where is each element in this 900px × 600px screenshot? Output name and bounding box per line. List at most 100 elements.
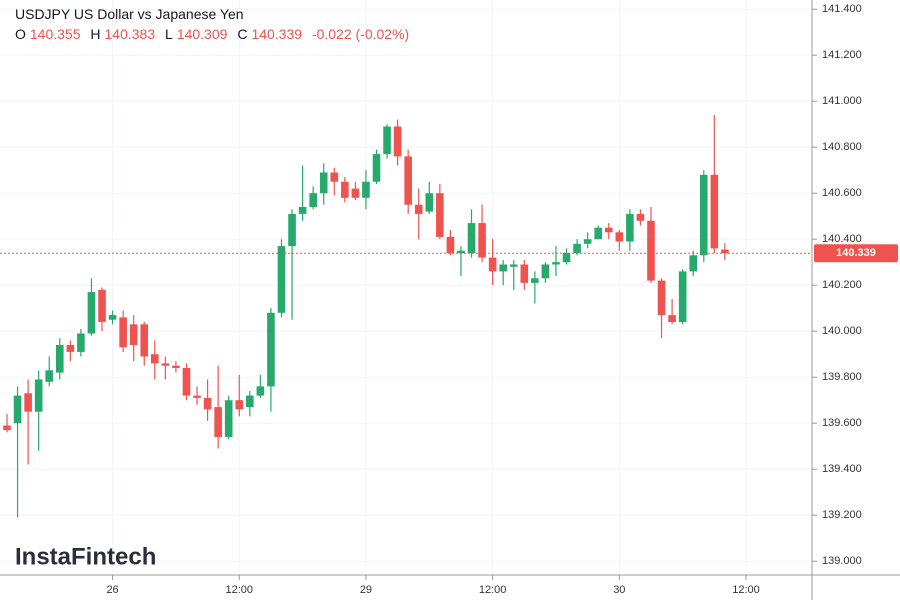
candle-body	[98, 289, 106, 322]
ohlc-value: 140.339	[251, 26, 303, 42]
candle-body	[393, 126, 402, 157]
candle-body	[499, 264, 507, 272]
candle-body	[77, 333, 85, 352]
candle-body	[583, 239, 592, 244]
y-tick-label: 141.000	[822, 95, 862, 107]
candle-body	[172, 365, 180, 368]
candle-body	[615, 232, 624, 242]
candle-body	[24, 393, 32, 412]
candle-body	[161, 363, 170, 366]
ohlc-row: O 140.355 H 140.383 L 140.309 C 140.339 -0.0…	[15, 24, 415, 44]
candle-body	[604, 227, 613, 233]
candle-body	[668, 315, 676, 322]
candle-body	[657, 280, 666, 316]
y-tick-label: 139.400	[822, 463, 862, 475]
candle-body	[267, 312, 275, 387]
candle-body	[541, 264, 550, 279]
price-label-bg	[814, 244, 898, 263]
candle-body	[224, 400, 233, 437]
x-tick-label: 12:00	[732, 584, 760, 596]
symbol-title: USDJPY US Dollar vs Japanese Yen	[15, 6, 244, 22]
candle-body	[341, 181, 349, 198]
x-tick-label: 30	[613, 584, 625, 596]
x-tick-label: 29	[360, 584, 372, 596]
y-tick-label: 140.600	[822, 187, 862, 199]
candle-body	[214, 407, 222, 437]
ohlc-key: C	[237, 26, 248, 42]
y-tick-label: 139.600	[822, 417, 862, 429]
ohlc-value: 140.309	[176, 26, 228, 42]
candle-body	[34, 379, 43, 412]
candle-body	[520, 264, 529, 283]
candle-body	[351, 188, 360, 198]
candle-body	[13, 395, 22, 424]
candle-body	[647, 220, 655, 281]
candle-body	[626, 213, 634, 242]
candle-body	[509, 264, 518, 267]
ohlc-value: 140.383	[104, 26, 156, 42]
candle-body	[478, 223, 486, 258]
y-tick-label: 139.800	[822, 371, 862, 383]
candle-body	[689, 255, 698, 272]
candle-body	[594, 227, 602, 240]
candle-body	[404, 156, 412, 205]
candle-body	[636, 213, 645, 221]
candle-body	[3, 425, 11, 431]
candle-body	[203, 397, 212, 410]
ohlc-value: 140.355	[29, 26, 81, 42]
candle-body	[108, 315, 117, 320]
y-tick-label: 139.200	[822, 509, 862, 521]
y-tick-label: 139.000	[822, 555, 862, 567]
candle-body	[277, 246, 286, 313]
candle-body	[246, 395, 254, 408]
candle-body	[330, 172, 339, 182]
x-tick-label: 12:00	[479, 584, 507, 596]
x-tick-label: 26	[106, 584, 118, 596]
y-tick-label: 140.000	[822, 325, 862, 337]
watermark: InstaFintech	[15, 543, 156, 570]
x-tick-label: 12:00	[225, 584, 253, 596]
candle-body	[436, 193, 444, 237]
candle-body	[562, 253, 571, 263]
y-tick-label: 140.400	[822, 233, 862, 245]
candle-body	[45, 370, 54, 382]
candle-body	[129, 324, 138, 345]
candle-body	[319, 172, 328, 194]
y-tick-label: 141.400	[822, 3, 862, 15]
candle-body	[288, 213, 296, 247]
candle-body	[446, 236, 455, 253]
change: -0.022 (-0.02%)	[311, 26, 410, 42]
candle-body	[182, 368, 191, 396]
y-tick-label: 140.200	[822, 279, 862, 291]
candle-body	[488, 257, 497, 272]
ohlc-key: O	[15, 26, 26, 42]
candle-body	[414, 204, 423, 214]
candle-body	[362, 181, 370, 198]
ohlc-key: L	[165, 26, 173, 42]
candle-body	[151, 354, 159, 364]
candle-body	[425, 193, 434, 212]
candle-body	[235, 400, 244, 410]
candle-body	[721, 249, 729, 254]
candle-body	[699, 174, 708, 256]
candle-body	[552, 262, 560, 265]
candle-body	[710, 174, 719, 249]
candle-body	[140, 324, 149, 357]
ohlc-key: H	[90, 26, 101, 42]
price-label: 140.339	[836, 247, 876, 259]
candle-body	[55, 345, 64, 373]
candle-body	[383, 126, 391, 155]
candle-body	[573, 243, 581, 253]
candle-body	[66, 345, 75, 352]
y-tick-label: 141.200	[822, 49, 862, 61]
legend-header: USDJPY US Dollar vs Japanese Yen O 140.35…	[15, 4, 415, 44]
candle-body	[678, 271, 687, 322]
candle-body	[467, 223, 476, 253]
candle-body	[119, 317, 127, 348]
candle-body	[372, 154, 381, 182]
candle-body	[87, 292, 96, 334]
candle-body	[309, 193, 317, 207]
candle-body	[298, 207, 307, 214]
candle-body	[457, 250, 465, 253]
